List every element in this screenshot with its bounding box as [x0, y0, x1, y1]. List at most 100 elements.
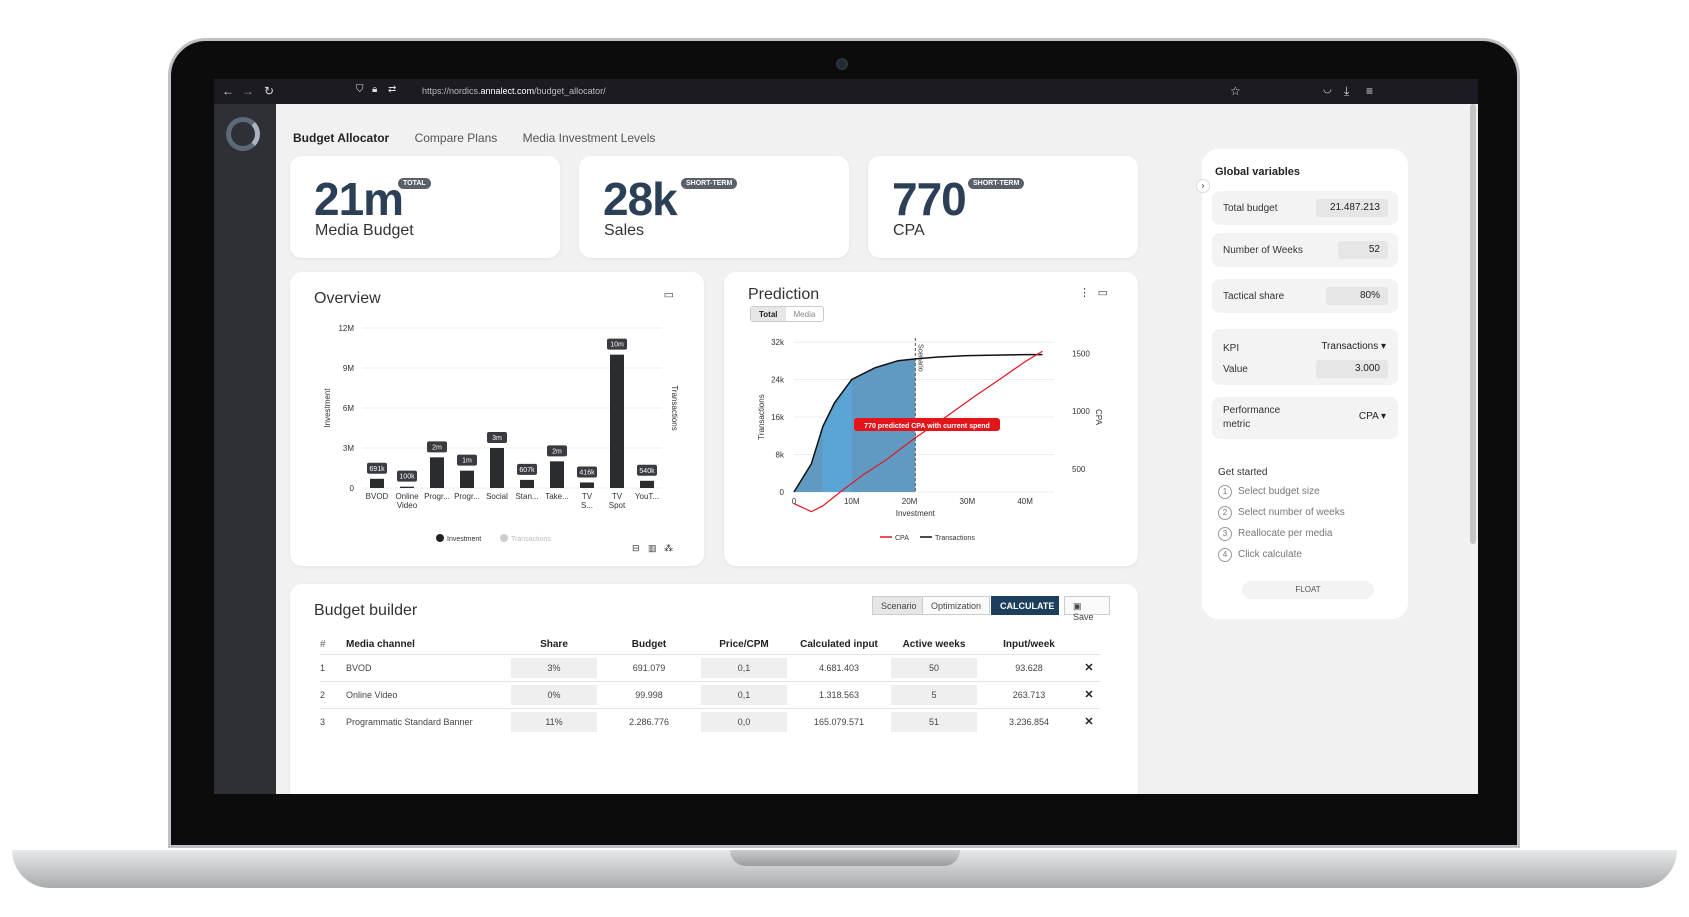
- scrollbar[interactable]: [1470, 104, 1476, 544]
- prediction-chart: 0 8k 16k 24k 32k 500 1000 1500 0 10M 20M 30M 40M Inve…: [757, 338, 1103, 542]
- price-input[interactable]: 0,1: [701, 684, 787, 705]
- remove-row-icon[interactable]: ✕: [1084, 689, 1094, 701]
- data-label: 10m: [610, 342, 624, 349]
- overview-title: Overview: [314, 290, 381, 307]
- step-label: Click calculate: [1238, 549, 1302, 560]
- shield-icon[interactable]: ⛉: [356, 84, 364, 95]
- performance-select[interactable]: CPA ▾: [1358, 411, 1386, 422]
- bar: [490, 448, 504, 488]
- maximize-icon[interactable]: ▭: [663, 289, 674, 301]
- col-header: Share: [540, 639, 568, 651]
- x-tick-label: S...: [581, 501, 593, 510]
- cpa-line: [793, 350, 1043, 513]
- remove-row-icon[interactable]: ✕: [1084, 662, 1094, 674]
- scenario-button[interactable]: Scenario: [872, 596, 926, 615]
- annalect-logo[interactable]: [226, 117, 260, 151]
- total-budget-label: Total budget: [1223, 203, 1278, 214]
- y-tick-label: 3M: [343, 444, 354, 453]
- data-label: 100k: [399, 474, 415, 481]
- data-label: 2m: [432, 444, 442, 451]
- col-header: Price/CPM: [719, 639, 769, 651]
- value-input[interactable]: 3.000: [1316, 360, 1388, 378]
- forward-icon[interactable]: →: [242, 84, 254, 98]
- step-label: Select number of weeks: [1238, 507, 1345, 518]
- media-channel: Online Video: [338, 680, 508, 708]
- active-weeks-input[interactable]: 5: [891, 684, 977, 705]
- address-bar[interactable]: https://nordics.annalect.com/budget_allo…: [422, 86, 606, 96]
- price-input[interactable]: 0,1: [701, 657, 787, 678]
- kpi-label: KPI: [1223, 343, 1240, 354]
- weeks-input[interactable]: 52: [1338, 241, 1388, 259]
- x-tick-label: Online: [395, 492, 419, 501]
- data-label-bg: [427, 441, 447, 453]
- builder-title: Budget builder: [314, 602, 418, 619]
- budget-builder-card: Budget builder Scenario Optimization CAL…: [290, 584, 1138, 794]
- kpi-row: KPI Transactions ▾ Value 3.000: [1212, 329, 1398, 385]
- data-label-bg: [457, 454, 477, 466]
- y-tick-label: 6M: [343, 404, 354, 413]
- save-button[interactable]: ▣ Save: [1064, 596, 1110, 622]
- active-weeks-input[interactable]: 51: [891, 711, 977, 732]
- float-button[interactable]: FLOAT: [1242, 581, 1374, 599]
- toggle-total[interactable]: Total: [751, 307, 786, 321]
- data-label-bg: [577, 466, 597, 478]
- tab-compare-plans[interactable]: Compare Plans: [414, 131, 498, 145]
- bookmark-star-icon[interactable]: ☆: [1230, 84, 1241, 98]
- kpi-select[interactable]: Transactions ▾: [1321, 341, 1386, 352]
- x-tick-label: 10M: [844, 497, 860, 506]
- bubble-icon: ⁂: [664, 543, 673, 553]
- download-icon[interactable]: ⤓: [1344, 84, 1350, 98]
- pocket-icon[interactable]: ◡: [1323, 84, 1332, 95]
- legend-label: Transactions: [511, 536, 551, 543]
- budget-value: 99.998: [600, 680, 698, 708]
- share-input[interactable]: 11%: [511, 711, 597, 732]
- y-tick-label: 12M: [338, 324, 354, 333]
- y-tick-label: 0: [780, 488, 785, 497]
- annotation-text: 770 predicted CPA with current spend: [864, 423, 990, 430]
- y2-tick-label: 500: [1072, 465, 1086, 474]
- price-input[interactable]: 0,0: [701, 711, 787, 732]
- total-budget-input[interactable]: 21.487.213: [1316, 199, 1388, 217]
- budget-table: # Media channel Share Budget Price/CPM C…: [320, 636, 1100, 735]
- kpi-value: 28k: [603, 173, 678, 225]
- data-label: 3m: [492, 435, 502, 442]
- calculated-input: 1.318.563: [790, 680, 888, 708]
- x-tick-label: BVOD: [366, 492, 389, 501]
- x-tick-label: Spot: [609, 501, 626, 510]
- share-input[interactable]: 0%: [511, 684, 597, 705]
- menu-icon[interactable]: ≡: [1366, 84, 1374, 98]
- y-tick-label: 32k: [771, 338, 785, 347]
- x-tick-label: 0: [792, 497, 797, 506]
- lock-icon[interactable]: 🔒︎: [372, 84, 378, 95]
- kpi-badge: SHORT-TERM: [968, 178, 1025, 189]
- tactical-share-input[interactable]: 80%: [1326, 287, 1388, 305]
- tab-media-investment-levels[interactable]: Media Investment Levels: [522, 131, 656, 145]
- toggle-media[interactable]: Media: [793, 310, 816, 319]
- optimization-button[interactable]: Optimization: [922, 596, 991, 615]
- data-label: 540k: [639, 468, 655, 475]
- kpi-badge: TOTAL: [398, 178, 431, 189]
- permissions-icon[interactable]: ⇄: [388, 84, 397, 95]
- active-weeks-input[interactable]: 50: [891, 657, 977, 678]
- maximize-icon[interactable]: ▭: [1097, 287, 1108, 299]
- x-tick-label: Take...: [545, 492, 569, 501]
- back-icon[interactable]: ←: [222, 84, 234, 98]
- x-tick-label: 40M: [1017, 497, 1033, 506]
- reload-icon[interactable]: ↻: [264, 84, 275, 98]
- remove-row-icon[interactable]: ✕: [1084, 716, 1094, 729]
- legend-label: Transactions: [935, 535, 975, 542]
- x-tick-label: TV: [612, 492, 623, 501]
- bar: [430, 457, 444, 488]
- table-row: 2 Online Video 0% 99.998 0,1 1.318.563 5…: [320, 680, 1100, 708]
- more-options-icon[interactable]: ⋮: [1079, 287, 1090, 299]
- data-label: 691k: [369, 466, 385, 473]
- collapse-chevron-icon[interactable]: ›: [1196, 179, 1210, 193]
- tactical-share-label: Tactical share: [1223, 291, 1285, 302]
- tab-budget-allocator[interactable]: Budget Allocator: [293, 131, 390, 145]
- x-tick-label: YouT...: [635, 492, 659, 501]
- share-input[interactable]: 3%: [511, 657, 597, 678]
- bar-chart-icon: ▥: [648, 543, 657, 553]
- calculate-button[interactable]: CALCULATE: [991, 596, 1059, 615]
- annotation-bg: [854, 418, 1000, 431]
- global-variables-title: Global variables: [1215, 166, 1300, 178]
